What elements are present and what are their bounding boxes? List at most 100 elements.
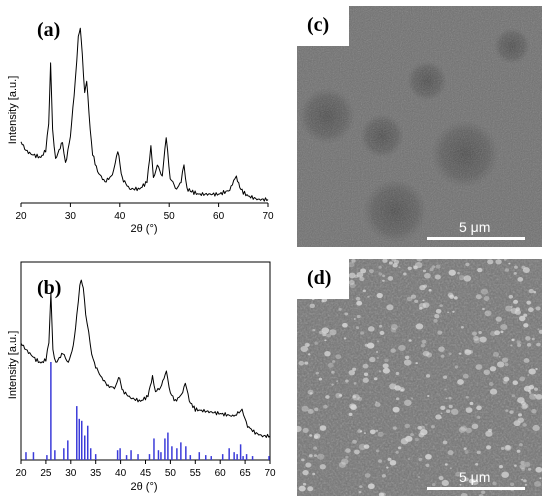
grain xyxy=(307,408,314,414)
grain xyxy=(419,306,423,310)
grain xyxy=(410,433,414,437)
data-point xyxy=(20,141,21,142)
grain xyxy=(498,355,501,358)
data-point xyxy=(115,387,116,388)
grain xyxy=(382,259,388,263)
grain xyxy=(517,277,524,282)
grain xyxy=(302,482,307,486)
data-point xyxy=(189,401,190,402)
grain xyxy=(519,315,526,322)
panel-a-xrd-pattern: (a) 20 30 40 50 60 70 2θ (°) Intensity [a.u.] xyxy=(7,19,274,235)
grain xyxy=(425,453,432,460)
grain xyxy=(442,440,448,445)
grain xyxy=(362,363,369,369)
data-point xyxy=(170,392,171,393)
grain xyxy=(390,324,398,330)
grain xyxy=(359,430,363,433)
grain xyxy=(367,483,375,490)
data-point xyxy=(88,333,89,334)
data-point xyxy=(30,354,31,355)
data-point xyxy=(236,176,237,177)
data-point xyxy=(118,376,119,377)
grain xyxy=(478,331,482,335)
grain xyxy=(348,412,353,417)
grain xyxy=(324,351,331,357)
grain xyxy=(514,265,518,269)
data-point xyxy=(82,54,83,55)
grain xyxy=(523,358,530,363)
x-tick-label: 50 xyxy=(165,468,177,479)
data-point xyxy=(50,293,51,294)
grain xyxy=(415,362,418,365)
x-tick-label: 40 xyxy=(115,468,127,479)
grain xyxy=(450,408,459,415)
data-point xyxy=(100,376,101,377)
data-point xyxy=(25,150,26,151)
grain xyxy=(424,272,431,279)
data-point xyxy=(83,288,84,289)
grain xyxy=(453,296,458,300)
data-point xyxy=(76,316,77,317)
grain xyxy=(358,443,367,451)
grain xyxy=(414,299,419,303)
data-point xyxy=(55,159,56,160)
grain xyxy=(463,275,472,282)
grain xyxy=(373,377,378,381)
data-point xyxy=(162,176,163,177)
data-point xyxy=(62,141,63,142)
grain xyxy=(533,480,542,488)
data-point xyxy=(254,432,255,433)
grain xyxy=(481,490,486,495)
grain xyxy=(389,459,397,466)
grain xyxy=(524,461,531,467)
grain xyxy=(368,269,374,274)
grain xyxy=(505,409,509,412)
grain xyxy=(378,265,382,269)
grain xyxy=(359,276,365,282)
grain xyxy=(536,342,541,347)
data-point xyxy=(78,36,79,37)
data-point xyxy=(35,155,36,156)
grain xyxy=(357,429,362,433)
grain xyxy=(313,435,319,439)
data-point xyxy=(239,187,240,188)
grain xyxy=(483,369,491,375)
data-point xyxy=(215,412,216,413)
grain xyxy=(381,474,386,478)
panel-c-scale-bar xyxy=(427,237,525,240)
grain xyxy=(366,342,375,349)
grain xyxy=(440,354,445,358)
panel-b-x-axis-title: 2θ (°) xyxy=(130,481,157,493)
grain xyxy=(527,374,530,376)
grain xyxy=(458,352,462,355)
grain xyxy=(344,312,349,316)
grain xyxy=(378,459,383,463)
grain xyxy=(356,271,364,278)
data-point xyxy=(176,188,177,189)
grain xyxy=(457,272,460,275)
grain xyxy=(375,449,380,453)
grain xyxy=(525,336,531,341)
data-point xyxy=(117,150,118,151)
grain xyxy=(494,330,501,336)
grain xyxy=(304,342,310,347)
data-point xyxy=(84,94,85,95)
grain xyxy=(302,427,309,433)
grain xyxy=(386,466,389,469)
grain xyxy=(437,330,443,335)
grain xyxy=(421,339,427,344)
grain xyxy=(394,385,401,391)
panel-c-label-tab: (c) xyxy=(297,6,349,46)
grain xyxy=(338,308,342,311)
grain xyxy=(415,323,424,330)
data-point xyxy=(130,397,131,398)
grain xyxy=(537,328,540,331)
grain xyxy=(376,351,379,353)
grain xyxy=(384,358,389,363)
grain xyxy=(516,340,521,344)
data-point xyxy=(92,153,93,154)
grain xyxy=(482,307,485,311)
grain xyxy=(318,330,324,335)
panel-d-label: (d) xyxy=(307,267,332,289)
grain xyxy=(304,361,309,365)
